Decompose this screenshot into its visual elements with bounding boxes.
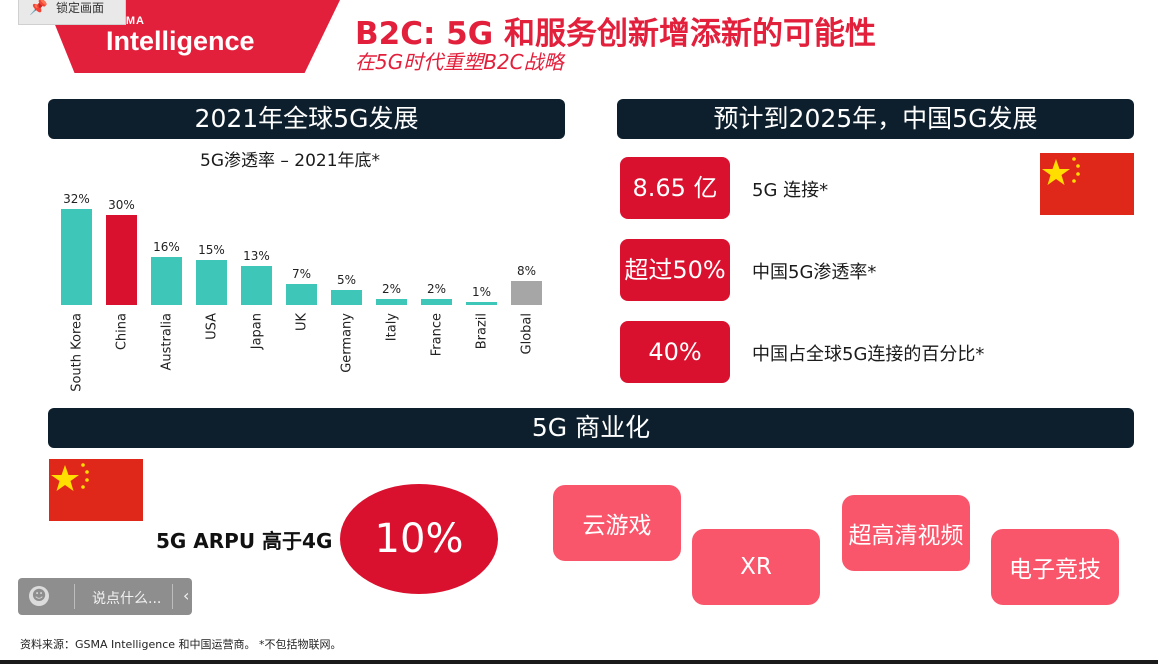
category-label: Germany bbox=[340, 313, 355, 373]
bar-global bbox=[511, 281, 542, 305]
data-label: 30% bbox=[108, 198, 135, 212]
category-label: France bbox=[430, 313, 445, 356]
bar-china bbox=[106, 215, 137, 305]
chart-subtitle: 5G渗透率 – 2021年底* bbox=[200, 151, 381, 171]
bar-australia bbox=[151, 257, 182, 305]
source-footnote: 资料来源：GSMA Intelligence 和中国运营商。 *不包括物联网。 bbox=[20, 638, 342, 651]
bar-uk bbox=[286, 284, 317, 305]
data-label: 8% bbox=[517, 264, 536, 278]
category-label: China bbox=[115, 313, 130, 350]
data-label: 2% bbox=[382, 282, 401, 296]
stat-penetration-value: 超过50% bbox=[620, 239, 730, 301]
arpu-value-ellipse: 10% bbox=[340, 484, 498, 594]
stat-penetration-label: 中国5G渗透率* bbox=[752, 262, 877, 283]
stat-share-value: 40% bbox=[620, 321, 730, 383]
bar-brazil bbox=[466, 302, 497, 305]
china-flag-icon bbox=[1040, 153, 1134, 215]
page-subtitle: 在5G时代重塑B2C战略 bbox=[355, 50, 564, 74]
bottom-divider bbox=[0, 660, 1158, 664]
data-label: 1% bbox=[472, 285, 491, 299]
category-label: USA bbox=[205, 313, 220, 340]
arpu-label: 5G ARPU 高于4G bbox=[156, 529, 333, 553]
pin-icon: 📌 bbox=[29, 0, 48, 16]
divider bbox=[172, 584, 173, 609]
category-label: Japan bbox=[250, 313, 265, 350]
stat-connections-label: 5G 连接* bbox=[752, 180, 829, 201]
page-title: B2C: 5G 和服务创新增添新的可能性 bbox=[355, 16, 876, 52]
service-cloud-gaming: 云游戏 bbox=[553, 485, 681, 561]
bar-france bbox=[421, 299, 452, 305]
service-uhd-video: 超高清视频 bbox=[842, 495, 970, 571]
smiley-icon[interactable]: ☻ bbox=[29, 586, 49, 606]
category-label: UK bbox=[295, 313, 310, 332]
data-label: 15% bbox=[198, 243, 225, 257]
data-label: 2% bbox=[427, 282, 446, 296]
bar-usa bbox=[196, 260, 227, 305]
bar-germany bbox=[331, 290, 362, 305]
data-label: 5% bbox=[337, 273, 356, 287]
comment-input-bar[interactable]: ☻ 说点什么... ‹ bbox=[18, 578, 192, 615]
divider bbox=[74, 584, 75, 609]
category-label: South Korea bbox=[70, 313, 85, 392]
bar-japan bbox=[241, 266, 272, 305]
penetration-bar-chart: 32% South Korea 30% China 16% Australia 15% USA… bbox=[61, 192, 542, 392]
comment-placeholder[interactable]: 说点什么... bbox=[92, 591, 162, 607]
lock-screen-button[interactable]: 📌 锁定画面 bbox=[18, 0, 126, 25]
data-label: 13% bbox=[243, 249, 270, 263]
lock-screen-label: 锁定画面 bbox=[56, 1, 105, 15]
bar-italy bbox=[376, 299, 407, 305]
section-header-china: 预计到2025年，中国5G发展 bbox=[617, 99, 1134, 139]
section-header-commercial: 5G 商业化 bbox=[48, 408, 1134, 448]
china-flag-icon bbox=[49, 459, 143, 521]
stat-share-label: 中国占全球5G连接的百分比* bbox=[752, 344, 985, 365]
category-label: Australia bbox=[160, 313, 175, 371]
data-label: 32% bbox=[63, 192, 90, 206]
category-label: Brazil bbox=[475, 313, 490, 349]
data-label: 7% bbox=[292, 267, 311, 281]
stat-connections-value: 8.65 亿 bbox=[620, 157, 730, 219]
service-xr: XR bbox=[692, 529, 820, 605]
bar-south-korea bbox=[61, 209, 92, 305]
logo-intelligence-text: Intelligence bbox=[106, 26, 255, 56]
data-label: 16% bbox=[153, 240, 180, 254]
chevron-left-icon[interactable]: ‹ bbox=[183, 586, 190, 605]
category-label: Global bbox=[520, 313, 535, 354]
category-label: Italy bbox=[385, 313, 400, 342]
section-header-global: 2021年全球5G发展 bbox=[48, 99, 565, 139]
service-esports: 电子竞技 bbox=[991, 529, 1119, 605]
